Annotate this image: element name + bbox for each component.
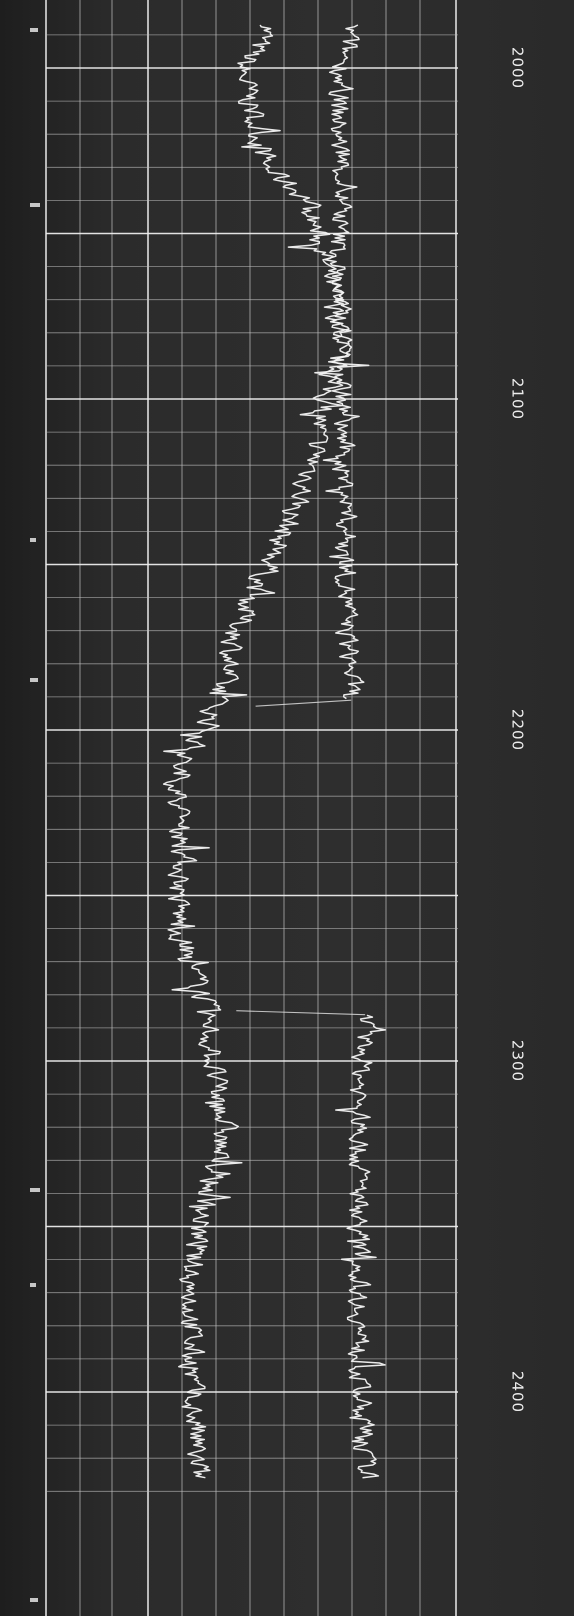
edge-marker <box>30 28 38 32</box>
minor-grid <box>46 34 458 1492</box>
x-tick-label: 2400 <box>509 1371 527 1413</box>
x-tick-label: 2300 <box>509 1040 527 1082</box>
edge-marker <box>30 203 40 207</box>
series-1-trace <box>162 24 353 1479</box>
series-2-retrace <box>255 699 352 707</box>
x-tick-label: 2100 <box>509 378 527 420</box>
series-2-trace <box>335 1014 387 1479</box>
x-tick-label: 2000 <box>509 47 527 89</box>
major-grid <box>45 0 458 1616</box>
tick-label-layer: 2000 2100 2200 2300 2400 <box>509 47 527 1413</box>
edge-marker <box>30 1283 36 1287</box>
series-2-retrace <box>236 1010 366 1016</box>
series-2-trace <box>314 24 370 700</box>
series-layer <box>30 24 387 1602</box>
edge-marker <box>30 678 38 682</box>
edge-marker <box>30 538 36 542</box>
x-tick-label: 2200 <box>509 709 527 751</box>
edge-marker <box>30 1598 38 1602</box>
edge-marker <box>30 1188 40 1192</box>
